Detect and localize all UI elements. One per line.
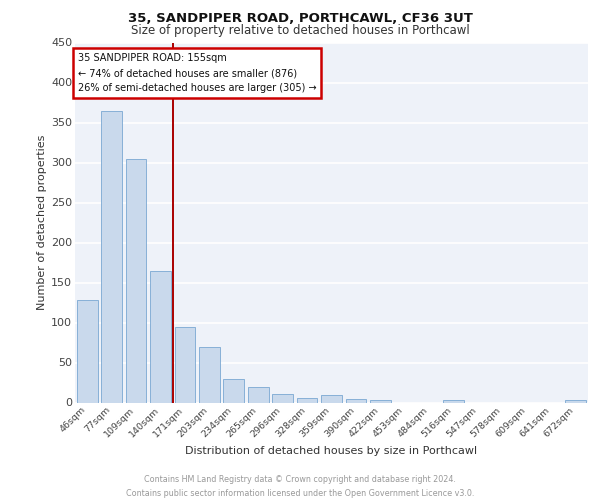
Bar <box>321 394 342 402</box>
Bar <box>125 160 146 402</box>
Text: 35 SANDPIPER ROAD: 155sqm
← 74% of detached houses are smaller (876)
26% of semi: 35 SANDPIPER ROAD: 155sqm ← 74% of detac… <box>77 54 316 93</box>
Bar <box>223 378 244 402</box>
X-axis label: Distribution of detached houses by size in Porthcawl: Distribution of detached houses by size … <box>185 446 478 456</box>
Bar <box>346 398 367 402</box>
Text: Size of property relative to detached houses in Porthcawl: Size of property relative to detached ho… <box>131 24 469 37</box>
Text: 35, SANDPIPER ROAD, PORTHCAWL, CF36 3UT: 35, SANDPIPER ROAD, PORTHCAWL, CF36 3UT <box>128 12 472 26</box>
Bar <box>77 300 98 402</box>
Bar <box>565 400 586 402</box>
Bar <box>443 400 464 402</box>
Bar <box>101 110 122 403</box>
Bar <box>199 348 220 403</box>
Bar <box>175 328 196 402</box>
Bar <box>248 386 269 402</box>
Bar <box>150 272 171 402</box>
Bar <box>296 398 317 402</box>
Text: Contains HM Land Registry data © Crown copyright and database right 2024.
Contai: Contains HM Land Registry data © Crown c… <box>126 476 474 498</box>
Bar <box>370 400 391 402</box>
Bar <box>272 394 293 402</box>
Y-axis label: Number of detached properties: Number of detached properties <box>37 135 47 310</box>
